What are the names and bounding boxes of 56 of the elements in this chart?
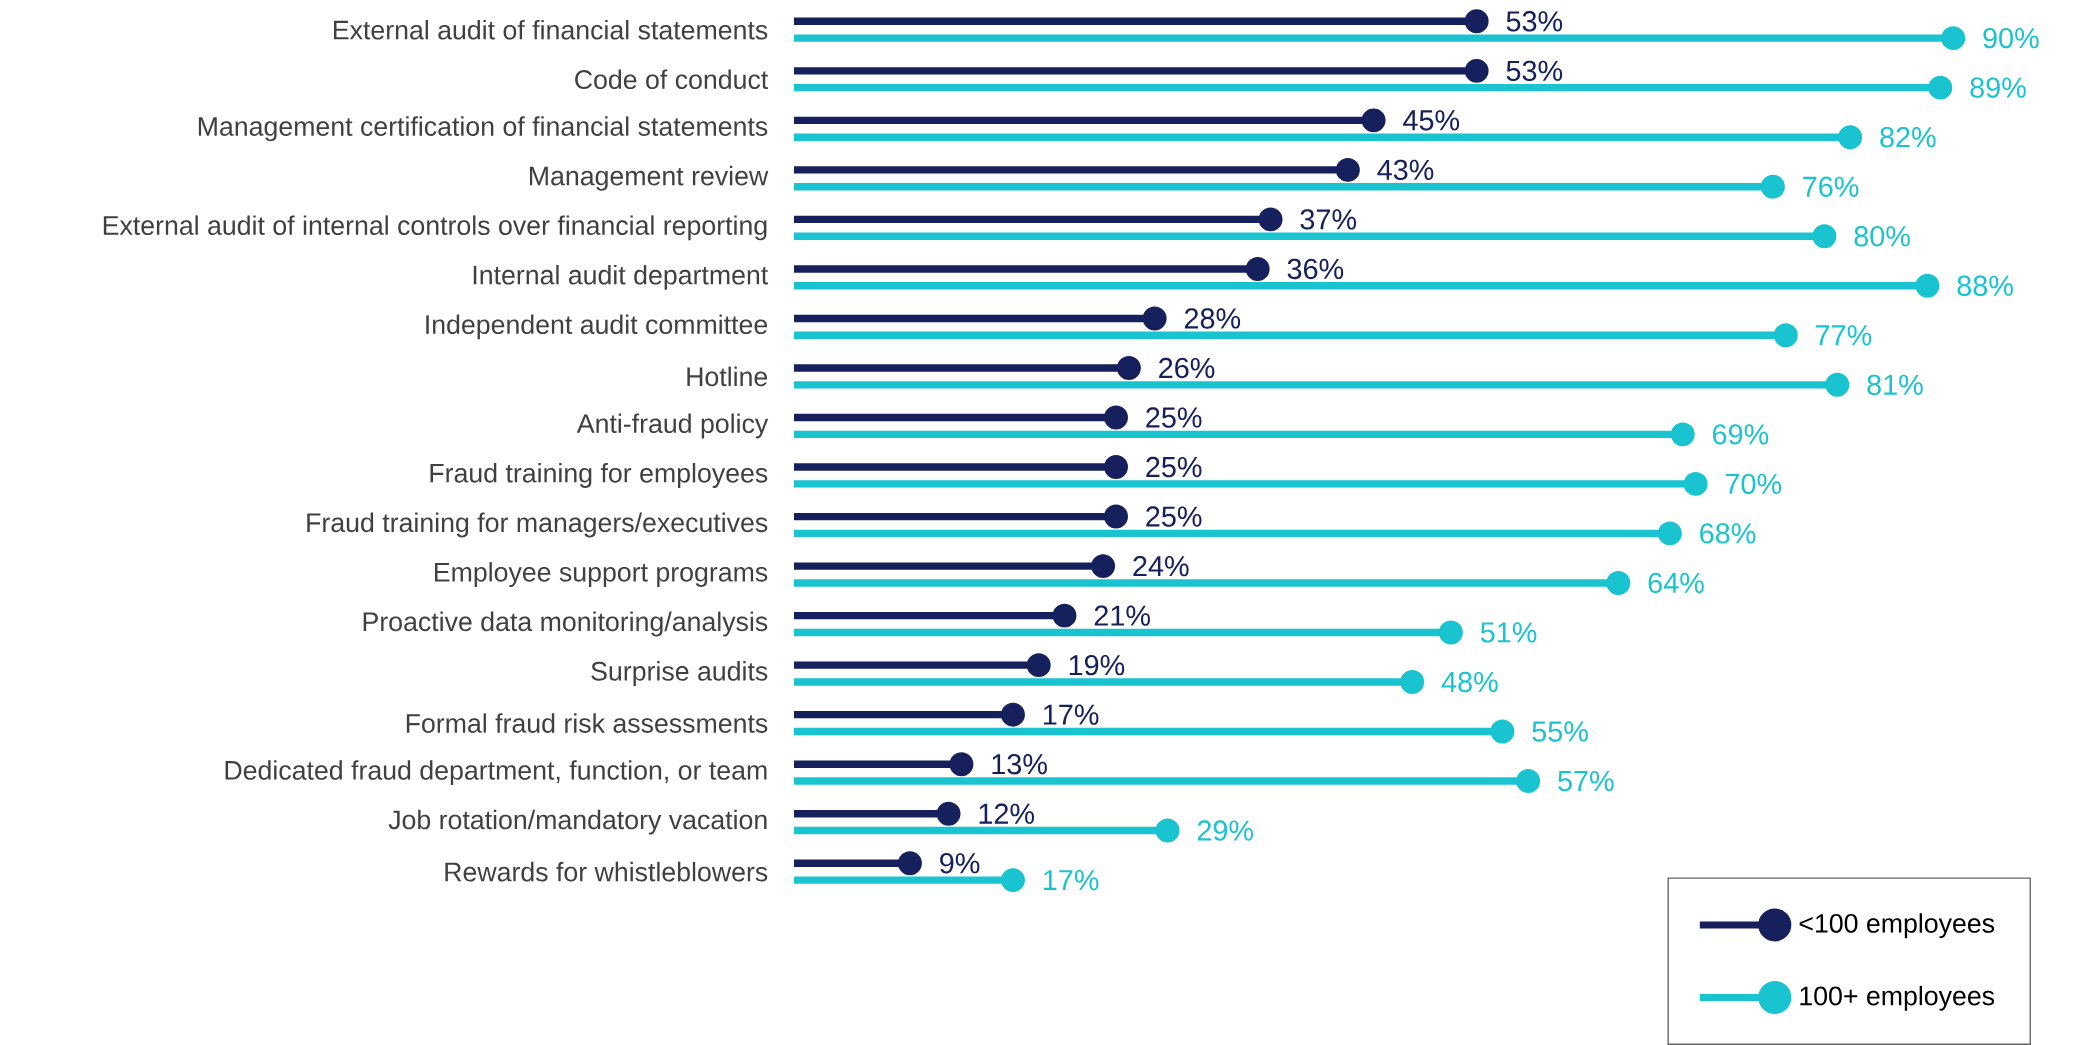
data-label: 88% (1957, 275, 2013, 296)
y-tick-label: Code of conduct (575, 69, 769, 90)
data-label: 51% (1480, 622, 1537, 643)
data-label: 9% (940, 853, 980, 874)
data-label: 37% (1300, 209, 1357, 230)
y-tick-label: Fraud training for employees (430, 463, 768, 488)
data-label: 80% (1854, 226, 1910, 247)
y-tick-label: Hotline (687, 366, 768, 387)
data-label: 19% (1069, 654, 1125, 676)
legend-label: 100+ employees (1800, 985, 1995, 1011)
data-label: 89% (1970, 77, 2026, 98)
data-label: 17% (1043, 704, 1099, 725)
data-label: 45% (1403, 110, 1460, 131)
data-label: 17% (1043, 870, 1099, 891)
data-label: 76% (1803, 176, 1859, 197)
data-label: 48% (1441, 671, 1498, 693)
y-tick-label: Independent audit committee (426, 314, 768, 340)
y-tick-label: Dedicated fraud department, function, or team (225, 760, 767, 786)
data-label: 21% (1094, 605, 1150, 626)
data-label: 43% (1377, 159, 1434, 181)
y-tick-label: Job rotation/mandatory vacation (388, 809, 767, 835)
data-label: 70% (1725, 473, 1782, 495)
data-label: 25% (1146, 456, 1202, 478)
data-label: 81% (1867, 374, 1923, 396)
y-tick-label: Employee support programs (434, 562, 768, 587)
data-label: 28% (1184, 308, 1241, 329)
y-tick-label: Rewards for whistleblowers (445, 861, 768, 882)
data-label: 77% (1816, 325, 1872, 346)
y-tick-label: Surprise audits (591, 661, 768, 687)
data-label: 13% (992, 754, 1047, 775)
data-label: 82% (1880, 126, 1936, 148)
data-label: 69% (1713, 424, 1769, 445)
y-tick-label: Management review (529, 165, 769, 191)
y-tick-label: Anti-fraud policy (576, 413, 769, 439)
data-label: 24% (1133, 555, 1189, 577)
data-label: 29% (1197, 820, 1253, 841)
data-label: 53% (1506, 60, 1563, 82)
data-label: 55% (1532, 721, 1588, 742)
data-label: 25% (1146, 407, 1202, 428)
y-tick-label: Fraud training for managers/executives (307, 512, 768, 538)
data-label: 53% (1506, 11, 1563, 32)
data-label: 90% (1983, 27, 2039, 49)
y-tick-label: External audit of internal controls over financial reporting (103, 215, 767, 241)
data-label: 25% (1146, 506, 1202, 527)
data-label: 68% (1700, 523, 1756, 544)
y-tick-label: External audit of financial statements (333, 19, 768, 40)
data-label: 64% (1648, 572, 1704, 594)
y-tick-label: Proactive data monitoring/analysis (363, 611, 768, 637)
data-label: 57% (1558, 770, 1614, 792)
y-tick-label: Management certification of financial statements (198, 116, 768, 142)
y-tick-label: Formal fraud risk assessments (406, 713, 768, 733)
data-label: 36% (1287, 258, 1344, 280)
data-label: 26% (1159, 357, 1215, 379)
legend-label: <100 employees (1799, 913, 1995, 939)
y-tick-label: Internal audit department (473, 264, 769, 290)
data-label: 12% (979, 803, 1035, 824)
